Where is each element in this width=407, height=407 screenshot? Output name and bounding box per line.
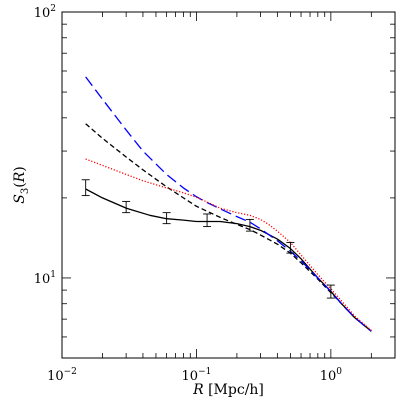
tick-label-base: 10: [34, 272, 51, 287]
x-tick-label: 10−1: [182, 367, 212, 384]
tick-label-base: 10: [34, 6, 51, 21]
y-axis-label: S3(R): [12, 166, 31, 203]
x-tick-label: 10−2: [47, 367, 77, 384]
tick-label-base: 10: [182, 369, 199, 384]
series-line-long-dashed: [85, 76, 372, 332]
error-bar: [245, 218, 254, 232]
error-bar: [162, 212, 171, 225]
error-bar: [122, 200, 131, 214]
y-axis-label-paren: ): [12, 166, 28, 171]
error-bar: [286, 241, 295, 254]
x-axis-label: R [Mpc/h]: [192, 382, 264, 398]
x-axis-label-unit: [Mpc/h]: [208, 382, 264, 398]
x-tick-label: 100: [320, 367, 343, 384]
tick-label-base: 10: [320, 369, 337, 384]
y-tick-label: 101: [34, 270, 56, 287]
x-axis-label-symbol: R: [192, 382, 208, 398]
series-line-dotted: [85, 158, 372, 331]
y-axis-label-subscript: 3: [20, 188, 31, 194]
plot-frame: [61, 11, 396, 359]
error-bar: [203, 213, 212, 228]
y-axis-label-paren: (: [12, 182, 28, 187]
tick-label-base: 10: [47, 369, 64, 384]
error-bars-group: [81, 179, 335, 299]
tick-label-exponent: 1: [50, 270, 56, 280]
y-axis-label-symbol: S: [12, 194, 28, 204]
error-bar: [326, 284, 335, 299]
tick-label-exponent: 2: [50, 4, 56, 14]
y-tick-label: 102: [34, 4, 56, 21]
tick-label-exponent: −2: [64, 367, 77, 377]
y-axis-label-arg: R: [12, 171, 28, 183]
tick-label-exponent: 0: [336, 367, 342, 377]
tick-label-exponent: −1: [198, 367, 211, 377]
error-bar: [81, 179, 90, 197]
